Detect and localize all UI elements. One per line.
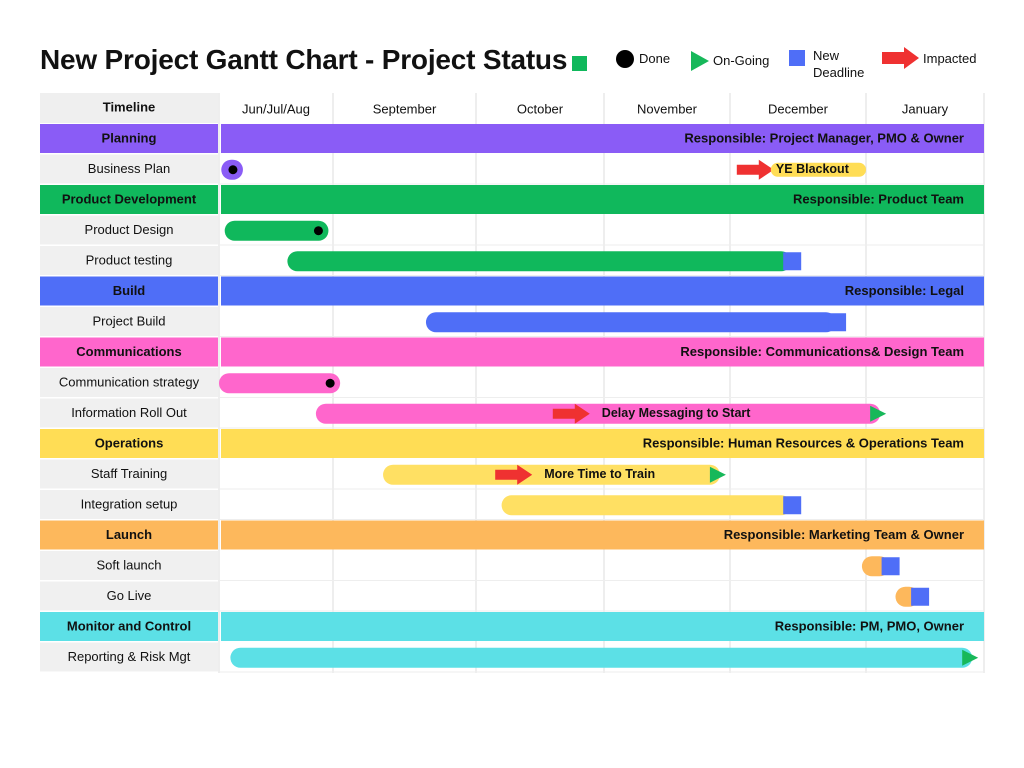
month-label: Jun/Jul/Aug (242, 101, 310, 116)
impacted-arrow (736, 159, 774, 180)
impacted-arrow (552, 403, 590, 424)
task-label-bg (40, 642, 218, 672)
task-label-bg (40, 368, 218, 397)
annotation-pill (770, 162, 866, 177)
done-marker (325, 378, 335, 388)
task-label-bg (40, 490, 218, 519)
task-label-bg (40, 459, 218, 489)
group-bar (221, 185, 984, 214)
impacted-marker-icon (882, 47, 919, 69)
group-bar (221, 124, 984, 153)
task-label: Communication strategy (59, 375, 200, 390)
on-going-marker (709, 466, 726, 483)
timeline-header-label: Timeline (103, 99, 156, 114)
done-marker (228, 165, 238, 175)
group-bar (221, 337, 984, 367)
page-title: New Project Gantt Chart - Project Status (40, 44, 568, 75)
group-label-bg (40, 612, 218, 641)
task-bar (501, 495, 792, 516)
task-bar (425, 312, 837, 333)
legend-impacted-label: Impacted (923, 51, 977, 66)
group-label: Product Development (62, 192, 197, 207)
task-label-bg (40, 215, 218, 245)
task-bar (219, 373, 341, 394)
month-label: November (637, 101, 698, 116)
task-label: Go Live (107, 588, 152, 603)
task-label: Staff Training (91, 466, 167, 481)
annotation-label: More Time to Train (544, 467, 655, 481)
group-label-bg (40, 124, 218, 153)
legend-done-label: Done (639, 51, 671, 66)
group-label-bg (40, 520, 218, 550)
group-bar (221, 276, 984, 306)
task-label-bg (40, 398, 218, 428)
task-label-bg (40, 551, 218, 580)
group-responsible-label: Responsible: Marketing Team & Owner (724, 527, 964, 542)
group-label: Planning (102, 131, 157, 146)
group-responsible-label: Responsible: PM, PMO, Owner (775, 619, 964, 634)
group-label: Build (113, 283, 146, 298)
group-responsible-label: Responsible: Product Team (793, 192, 964, 207)
new-deadline-marker (881, 557, 900, 576)
on-going-marker-icon (691, 51, 709, 71)
group-label-bg (40, 276, 218, 306)
task-label: Product Design (85, 222, 174, 237)
title-status-square (572, 56, 587, 71)
group-responsible-label: Responsible: Legal (845, 283, 964, 298)
group-label-bg (40, 429, 218, 458)
timeline-header-label-bg (40, 93, 218, 123)
task-label: Product testing (86, 253, 173, 268)
task-label: Information Roll Out (71, 405, 187, 420)
group-label: Monitor and Control (67, 619, 191, 634)
task-bar (383, 464, 720, 485)
task-bar (315, 403, 881, 424)
task-bar (287, 251, 792, 272)
group-bar (221, 520, 984, 550)
month-label: October (517, 101, 564, 116)
legend-new-deadline-label: New Deadline (813, 48, 865, 80)
impacted-arrow (495, 464, 533, 485)
group-label: Launch (106, 527, 152, 542)
task-bar (224, 220, 329, 241)
task-label: Project Build (93, 314, 166, 329)
new-deadline-marker (783, 496, 802, 515)
on-going-marker (962, 649, 979, 666)
group-bar (221, 429, 984, 458)
task-label: Soft launch (96, 558, 161, 573)
on-going-marker (870, 405, 887, 422)
group-label: Operations (95, 436, 164, 451)
legend-on-going-label: On-Going (713, 53, 770, 68)
new-deadline-marker (911, 587, 930, 606)
group-responsible-label: Responsible: Project Manager, PMO & Owne… (684, 131, 964, 146)
annotation-label: Delay Messaging to Start (602, 406, 751, 420)
task-label-bg (40, 154, 218, 184)
new-deadline-marker (783, 252, 802, 271)
done-marker-icon (616, 50, 634, 68)
new-deadline-marker (828, 313, 847, 332)
task-bar (230, 647, 973, 668)
new-deadline-marker-icon (789, 50, 805, 66)
task-label: Integration setup (81, 497, 178, 512)
task-label-bg (40, 581, 218, 611)
task-label: Reporting & Risk Mgt (68, 649, 191, 664)
annotation-label: YE Blackout (776, 162, 850, 176)
group-label-bg (40, 185, 218, 214)
month-label: December (768, 101, 829, 116)
group-label: Communications (76, 344, 181, 359)
task-label-bg (40, 307, 218, 336)
group-bar (221, 612, 984, 641)
done-marker (313, 226, 323, 236)
task-label-bg (40, 246, 218, 275)
group-responsible-label: Responsible: Communications& Design Team (680, 344, 964, 359)
task-label: Business Plan (88, 161, 170, 176)
month-label: January (902, 101, 949, 116)
month-label: September (373, 101, 437, 116)
group-responsible-label: Responsible: Human Resources & Operation… (643, 436, 964, 451)
group-label-bg (40, 337, 218, 367)
